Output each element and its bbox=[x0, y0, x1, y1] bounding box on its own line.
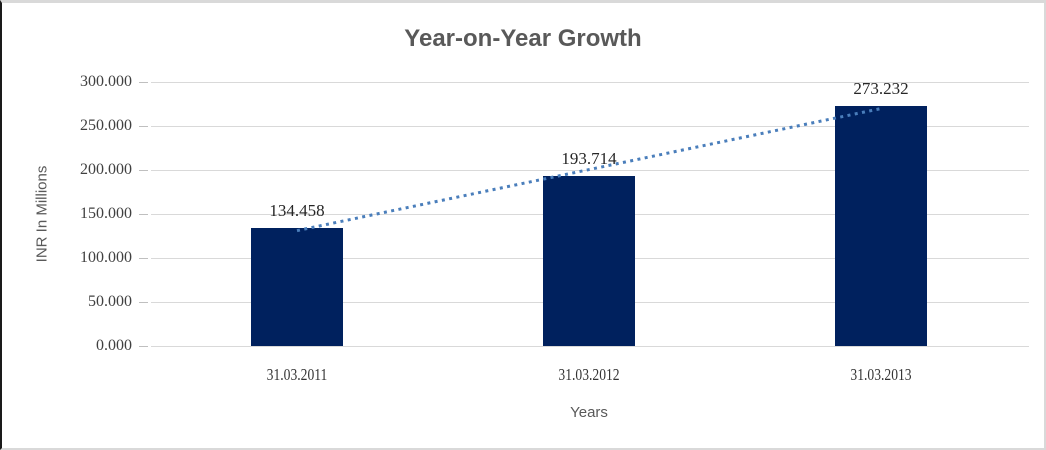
x-axis-title: Years bbox=[570, 404, 608, 421]
x-axis-tick-label: 31.03.2011 bbox=[266, 365, 328, 384]
x-axis-tick-label: 31.03.2012 bbox=[558, 365, 620, 384]
x-axis-tick-label: 31.03.2013 bbox=[850, 365, 912, 384]
bar-31.03.2012 bbox=[543, 175, 635, 346]
y-axis-tickmark bbox=[139, 214, 148, 215]
y-axis-tickmark bbox=[139, 346, 148, 347]
bar-data-label: 134.458 bbox=[269, 200, 325, 220]
bar-data-label: 193.714 bbox=[561, 148, 617, 168]
y-axis-tick-label: 300.000 bbox=[80, 73, 132, 90]
gridline bbox=[151, 82, 1029, 83]
bar-31.03.2011 bbox=[251, 227, 343, 346]
y-axis-tickmark bbox=[139, 82, 148, 83]
y-axis-tick-label: 150.000 bbox=[80, 205, 132, 222]
y-axis-tickmark bbox=[139, 126, 148, 127]
y-axis-tick-label: 100.000 bbox=[80, 249, 132, 266]
y-axis-tickmark bbox=[139, 258, 148, 259]
y-axis-tick-label: 0.000 bbox=[96, 337, 132, 354]
y-axis-tickmark bbox=[139, 302, 148, 303]
y-axis-tick-label: 50.000 bbox=[88, 293, 132, 310]
y-axis-tickmark bbox=[139, 170, 148, 171]
bar-31.03.2013 bbox=[835, 105, 927, 346]
bar-data-label: 273.232 bbox=[853, 78, 909, 98]
y-axis-tick-label: 250.000 bbox=[80, 117, 132, 134]
chart-title: Year-on-Year Growth bbox=[404, 25, 642, 52]
gridline bbox=[151, 346, 1029, 347]
y-axis-tick-label: 200.000 bbox=[80, 161, 132, 178]
